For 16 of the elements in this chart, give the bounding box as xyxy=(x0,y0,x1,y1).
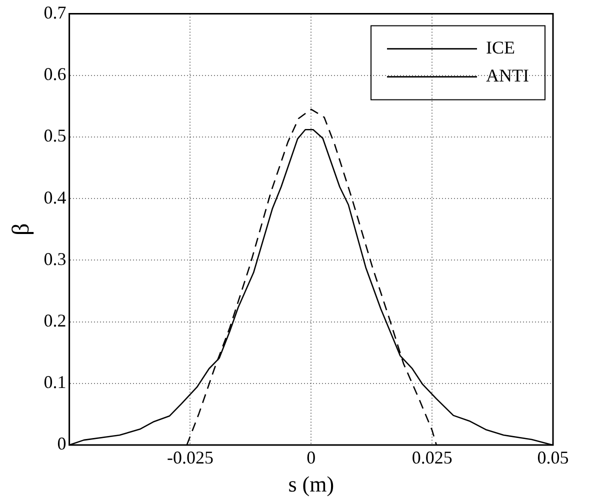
x-tick-label: 0.05 xyxy=(537,448,569,468)
x-tick-label: 0.025 xyxy=(412,448,452,468)
x-tick-label: 0 xyxy=(306,448,316,468)
y-tick-label: 0.3 xyxy=(44,248,66,269)
y-tick-label: 0.6 xyxy=(44,64,66,84)
legend-label: ANTI xyxy=(486,66,530,86)
y-tick-label: 0.5 xyxy=(44,126,66,146)
y-tick-label: 0 xyxy=(57,434,66,454)
y-tick-label: 0.7 xyxy=(44,2,66,23)
y-tick-label: 0.4 xyxy=(44,187,66,208)
y-tick-label: 0.2 xyxy=(44,310,66,331)
y-tick-label: 0.1 xyxy=(44,372,66,392)
x-tick-label: -0.025 xyxy=(166,448,214,468)
y-axis-title: β xyxy=(8,223,35,236)
x-axis-title: s (m) xyxy=(288,472,334,497)
legend-label: ICE xyxy=(486,38,516,58)
